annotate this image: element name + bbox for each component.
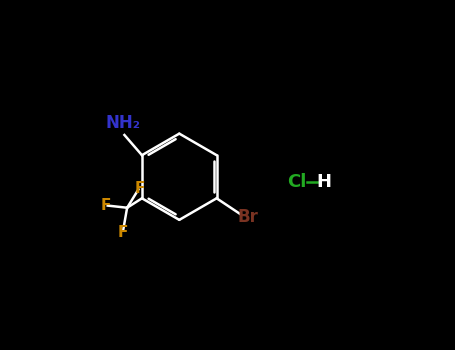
Text: F: F xyxy=(118,225,128,240)
Text: Br: Br xyxy=(237,208,258,226)
Text: F: F xyxy=(101,198,111,213)
Text: H: H xyxy=(316,173,331,191)
Text: F: F xyxy=(135,181,145,196)
Text: Cl: Cl xyxy=(287,173,306,191)
Text: NH₂: NH₂ xyxy=(106,114,141,132)
